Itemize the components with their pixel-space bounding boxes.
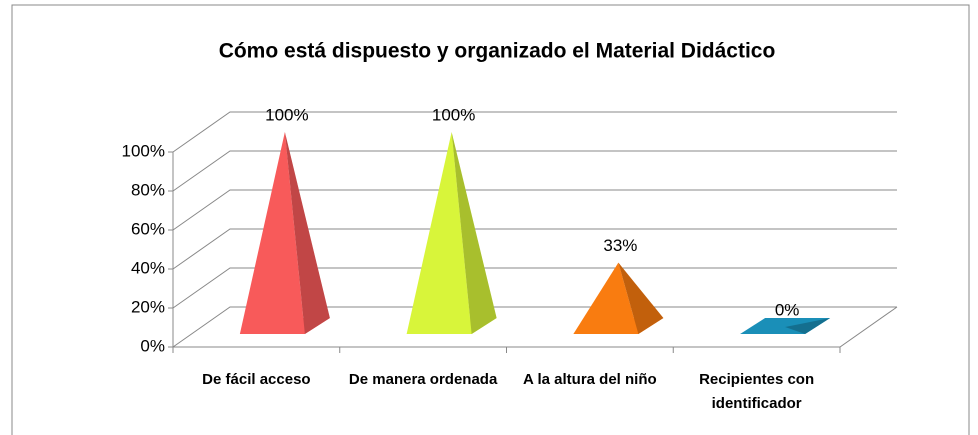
pyramid-side-shade (785, 318, 831, 334)
pyramid-side-shade (284, 132, 330, 334)
grid-line (172, 228, 897, 270)
grid-line (172, 306, 897, 348)
y-tick-label: 100% (122, 141, 165, 160)
pyramid-side-shade (618, 262, 664, 334)
x-tick-label: De fácil acceso (202, 371, 311, 388)
pyramid-front (740, 327, 806, 334)
pyramid-side (785, 318, 831, 334)
pyramid-side (618, 262, 664, 334)
grid-line (172, 267, 897, 309)
chart-border (11, 4, 970, 435)
x-tick-label: Recipientes con identificador (699, 371, 815, 412)
y-tick-label: 60% (131, 219, 165, 238)
value-label: 0% (775, 300, 800, 319)
pyramid-front (406, 132, 472, 334)
grid-line (172, 150, 897, 192)
chart-title: Cómo está dispuesto y organizado el Mate… (219, 40, 776, 63)
y-tick-label: 40% (131, 258, 165, 277)
y-tick-label: 80% (131, 180, 165, 199)
value-label: 100% (265, 105, 308, 124)
value-label: 33% (603, 236, 637, 255)
grid-line (172, 111, 897, 153)
pyramid-side (451, 132, 497, 334)
y-tick-label: 20% (131, 297, 165, 316)
pyramid-front (573, 262, 639, 334)
pyramid-front (239, 132, 305, 334)
y-tick-label: 0% (140, 336, 165, 355)
x-tick-label: A la altura del niño (523, 371, 657, 388)
grid-line (172, 189, 897, 231)
value-label: 100% (432, 105, 475, 124)
pyramid-side (284, 132, 330, 334)
x-tick-label: De manera ordenada (348, 371, 498, 388)
pyramid-side-shade (451, 132, 497, 334)
